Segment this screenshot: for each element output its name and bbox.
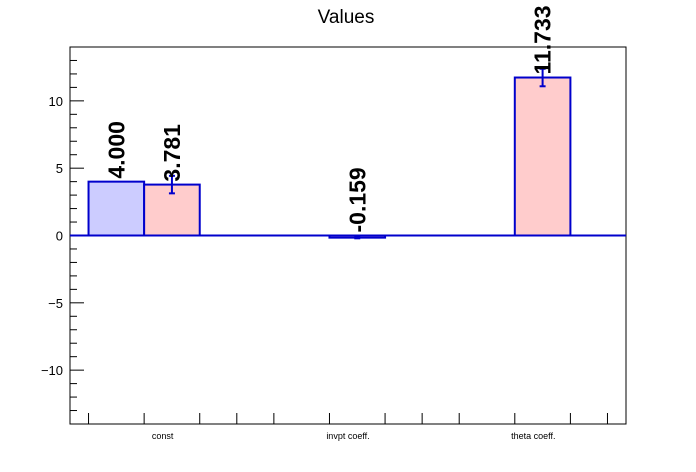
y-tick-label: 5 — [56, 161, 63, 176]
y-tick-label: −5 — [48, 296, 63, 311]
bar-value-label: 3.781 — [159, 124, 185, 182]
y-tick-label: 10 — [49, 94, 63, 109]
bar — [513, 76, 572, 237]
chart-title: Values — [318, 7, 375, 28]
y-axis: −10 −5 0 5 10 — [41, 46, 84, 425]
x-tick-label: const — [152, 431, 174, 441]
bar-value-label: 4.000 — [103, 121, 129, 179]
x-tick-label: invpt coeff. — [326, 431, 369, 441]
bars — [87, 67, 572, 240]
bar-value-label: 11.733 — [530, 5, 556, 74]
bar-value-label: -0.159 — [344, 167, 370, 232]
y-tick-label: −10 — [41, 363, 63, 378]
data-labels: 4.000 3.781 -0.159 11.733 — [103, 5, 555, 232]
bar — [87, 180, 146, 237]
y-tick-label: 0 — [56, 229, 63, 244]
x-axis: const invpt coeff. theta coeff. — [88, 413, 608, 441]
x-tick-label: theta coeff. — [511, 431, 555, 441]
